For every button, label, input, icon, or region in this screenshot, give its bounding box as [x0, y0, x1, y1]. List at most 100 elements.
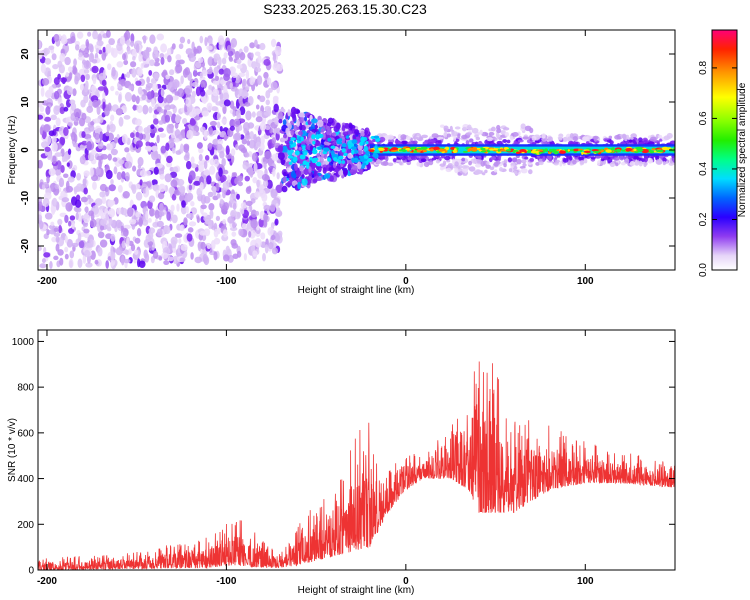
heatmap-cell [264, 105, 272, 112]
heatmap-cell [259, 189, 266, 199]
heatmap-cell [188, 52, 195, 58]
heatmap-cell [57, 249, 64, 256]
heatmap-cell [638, 160, 643, 167]
heatmap-cell [126, 39, 131, 47]
heatmap-cell [578, 156, 584, 161]
heatmap-cell [400, 134, 407, 140]
heatmap-cell [194, 61, 202, 69]
heatmap-cell [272, 95, 279, 101]
heatmap-cell [336, 138, 341, 145]
heatmap-cell [170, 204, 175, 212]
heatmap-cell [206, 89, 213, 96]
heatmap-cell [99, 191, 106, 198]
heatmap-cell [243, 45, 249, 53]
heatmap-cell [105, 213, 109, 221]
heatmap-cell [59, 257, 64, 266]
heatmap-cell [605, 149, 612, 153]
heatmap-cell [186, 233, 193, 242]
heatmap-cell [78, 240, 85, 249]
heatmap-cell [83, 213, 91, 224]
snr-x-ticks: -200 -100 0 100 [37, 330, 594, 587]
heatmap-cell [145, 234, 152, 243]
heatmap-cell [120, 207, 128, 216]
heatmap-cell [342, 168, 348, 176]
heatmap-cell [84, 242, 93, 249]
heatmap-cell [127, 207, 134, 218]
heatmap-cell [292, 142, 297, 148]
heatmap-cell [461, 157, 466, 162]
heatmap-cell [263, 204, 271, 212]
heatmap-cell [591, 148, 599, 152]
heatmap-cell [134, 249, 139, 255]
heatmap-cell [114, 90, 119, 96]
heatmap-cell [44, 116, 52, 122]
heatmap-cell [178, 43, 184, 50]
heatmap-cell [138, 125, 144, 134]
heatmap-cell [270, 38, 277, 48]
heatmap-cell [230, 148, 236, 157]
heatmap-cell [92, 99, 99, 108]
heatmap-cell [102, 46, 106, 53]
heatmap-cell [468, 166, 476, 172]
heatmap-cell [67, 66, 73, 72]
heatmap-cell [175, 114, 181, 124]
heatmap-cell [60, 164, 65, 173]
heatmap-cell [637, 148, 642, 153]
heatmap-cell [188, 221, 197, 227]
heatmap-cell [551, 150, 558, 153]
heatmap-cell [43, 47, 51, 55]
heatmap-cell [236, 64, 243, 69]
heatmap-cell [142, 218, 149, 226]
heatmap-cell [219, 174, 227, 182]
heatmap-cell [185, 206, 189, 214]
heatmap-cell [322, 151, 328, 155]
heatmap-cell [281, 185, 288, 193]
heatmap-cell [52, 135, 57, 144]
heatmap-cell [73, 58, 77, 67]
heatmap-cell [191, 82, 199, 88]
heatmap-cell [51, 236, 57, 243]
heatmap-cell [201, 212, 208, 217]
heatmap-cell [409, 147, 417, 150]
heatmap-cell [241, 89, 248, 100]
heatmap-cell [115, 247, 123, 256]
heatmap-cell [547, 136, 553, 142]
heatmap-cell [118, 116, 124, 127]
heatmap-cell [203, 129, 208, 140]
heatmap-cell [341, 148, 346, 153]
heatmap-cell [468, 138, 474, 143]
heatmap-cell [87, 194, 91, 200]
heatmap-cell [50, 221, 55, 227]
heatmap-cell [38, 159, 43, 169]
heatmap-cell [158, 120, 164, 125]
heatmap-cell [594, 155, 602, 159]
heatmap-cell [202, 95, 207, 104]
heatmap-cell [671, 155, 675, 159]
heatmap-cell [54, 184, 59, 190]
heatmap-cell [440, 148, 447, 152]
heatmap-cell [42, 197, 50, 207]
heatmap-cell [120, 255, 125, 266]
heatmap-cell [420, 158, 427, 163]
heatmap-cell [382, 160, 389, 166]
heatmap-cell [99, 225, 105, 231]
heatmap-cell [218, 56, 222, 67]
heatmap-cell [504, 131, 510, 137]
heatmap-cell [226, 45, 232, 52]
heatmap-cell [151, 145, 158, 152]
heatmap-cell [387, 134, 394, 140]
heatmap-cell [367, 158, 373, 163]
heatmap-cell [82, 254, 87, 264]
heatmap-cell [157, 127, 164, 133]
heatmap-cell [187, 39, 191, 45]
heatmap-cell [530, 150, 536, 154]
heatmap-cell [75, 194, 81, 201]
heatmap-cell [255, 141, 261, 148]
heatmap-cell [41, 258, 46, 264]
heatmap-cell [647, 157, 653, 164]
heatmap-cell [303, 116, 308, 122]
heatmap-cell [573, 148, 579, 152]
heatmap-cell [51, 197, 58, 207]
heatmap-cell [115, 108, 124, 116]
heatmap-cell [302, 145, 306, 151]
